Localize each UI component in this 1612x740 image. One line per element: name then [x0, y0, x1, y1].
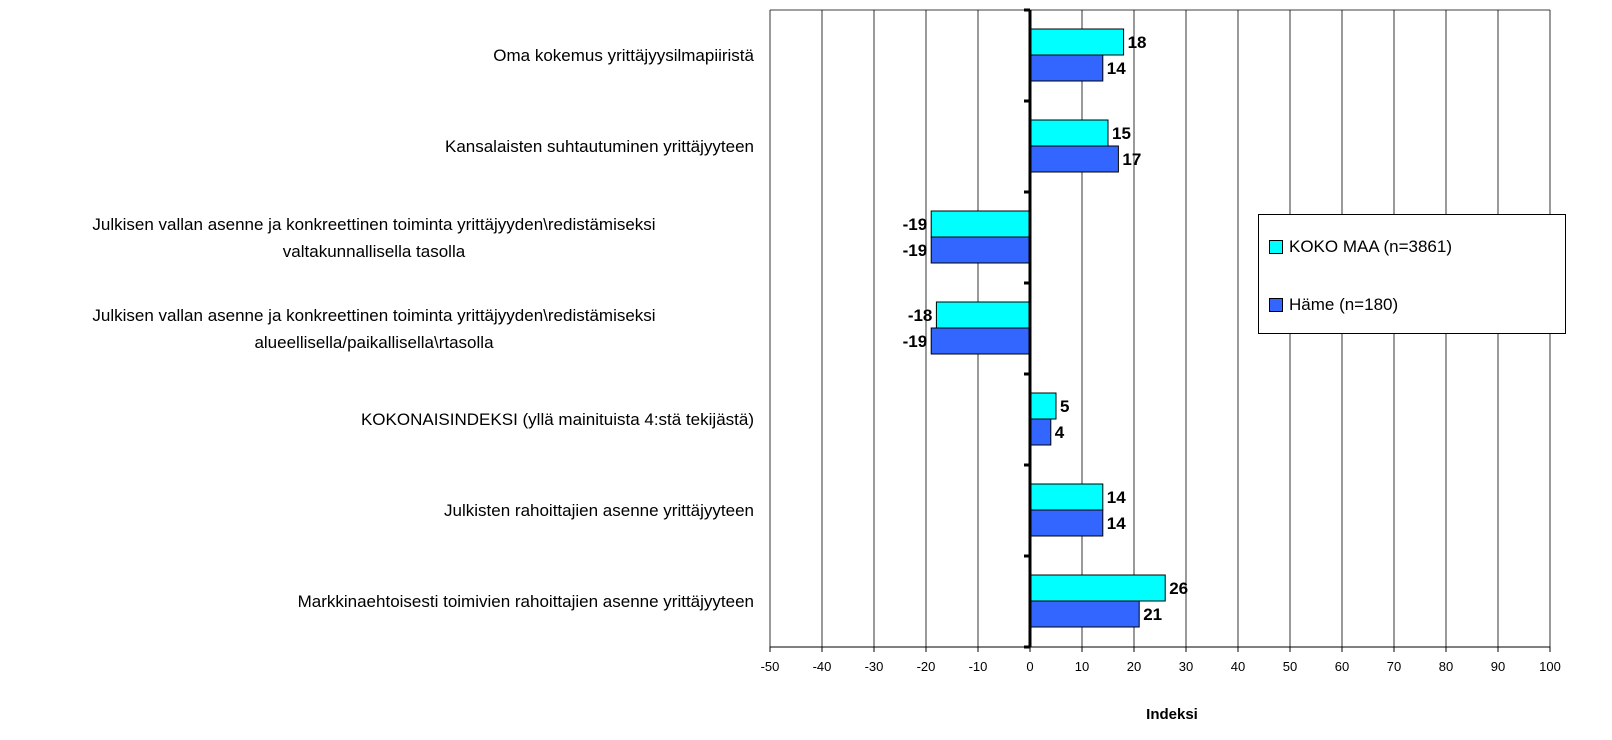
x-tick-label: 40 [1231, 659, 1245, 674]
data-label: 14 [1107, 59, 1126, 78]
category-label-line: Julkisen vallan asenne ja konkreettinen … [92, 305, 656, 325]
category-label-line: alueellisella/paikallisella\rtasolla [254, 332, 494, 352]
data-label: -19 [903, 215, 928, 234]
x-axis-label: Indeksi [1146, 706, 1198, 723]
x-tick-label: 100 [1539, 659, 1561, 674]
x-tick-label: 80 [1439, 659, 1453, 674]
category-label: Oma kokemus yrittäjyysilmapiiristä [0, 42, 754, 69]
category-label-line: Kansalaisten suhtautuminen yrittäjyyteen [444, 137, 754, 156]
data-label: 15 [1112, 124, 1131, 143]
data-label: 4 [1055, 423, 1065, 442]
category-label: KOKONAISINDEKSI (yllä mainituista 4:stä … [0, 406, 754, 433]
data-label: 18 [1128, 33, 1147, 52]
x-tick-label: 0 [1026, 659, 1033, 674]
data-label: 21 [1143, 605, 1162, 624]
category-label-line: valtakunnallisella tasolla [282, 241, 466, 261]
legend: KOKO MAA (n=3861) Häme (n=180) [1258, 214, 1566, 334]
x-tick-label: 70 [1387, 659, 1401, 674]
bar-koko-maa [1029, 28, 1125, 56]
x-tick-label: 50 [1283, 659, 1297, 674]
bar-koko-maa [1029, 483, 1104, 511]
bar-koko-maa [1029, 119, 1109, 147]
x-tick-label: 20 [1127, 659, 1141, 674]
category-label-line: Julkisen vallan asenne ja konkreettinen … [92, 214, 656, 234]
x-tick-label: -50 [761, 659, 780, 674]
bar-koko-maa [1029, 574, 1166, 602]
category-label-line: Markkinaehtoisesti toimivien rahoittajie… [297, 592, 754, 611]
legend-swatch-koko-maa [1269, 240, 1283, 254]
bar-hame [1029, 145, 1119, 173]
data-label: 14 [1107, 514, 1126, 533]
data-label: 5 [1060, 397, 1069, 416]
bar-hame [1029, 54, 1104, 82]
legend-item-koko-maa: KOKO MAA (n=3861) [1269, 237, 1452, 257]
legend-swatch-hame [1269, 298, 1283, 312]
bar-koko-maa [1029, 392, 1057, 420]
category-label: Markkinaehtoisesti toimivien rahoittajie… [0, 588, 754, 615]
x-tick-label: 60 [1335, 659, 1349, 674]
x-tick-label: 10 [1075, 659, 1089, 674]
bar-hame [1029, 600, 1140, 628]
category-label-line: KOKONAISINDEKSI (yllä mainituista 4:stä … [360, 410, 754, 429]
category-label: Julkisen vallan asenne ja konkreettinen … [0, 211, 754, 265]
x-tick-label: 90 [1491, 659, 1505, 674]
x-tick-label: -20 [917, 659, 936, 674]
x-tick-label: -30 [865, 659, 884, 674]
data-label: -18 [908, 306, 933, 325]
data-label: -19 [903, 332, 928, 351]
category-label-line: Julkisten rahoittajien asenne yrittäjyyt… [444, 501, 754, 520]
x-tick-label: -10 [969, 659, 988, 674]
legend-label-koko-maa: KOKO MAA (n=3861) [1289, 237, 1452, 256]
category-label: Julkisen vallan asenne ja konkreettinen … [0, 302, 754, 356]
bar-hame [930, 236, 1031, 264]
bar-hame [930, 327, 1031, 355]
bar-koko-maa [935, 301, 1031, 329]
data-label: 26 [1169, 579, 1188, 598]
category-label-line: Oma kokemus yrittäjyysilmapiiristä [493, 46, 754, 65]
category-label: Kansalaisten suhtautuminen yrittäjyyteen [0, 133, 754, 160]
legend-label-hame: Häme (n=180) [1289, 295, 1399, 314]
legend-item-hame: Häme (n=180) [1269, 295, 1398, 315]
data-label: -19 [903, 241, 928, 260]
bar-koko-maa [930, 210, 1031, 238]
x-tick-label: -40 [813, 659, 832, 674]
bar-hame [1029, 509, 1104, 537]
bar-hame [1029, 418, 1052, 446]
data-label: 14 [1107, 488, 1126, 507]
data-label: 17 [1122, 150, 1141, 169]
x-tick-label: 30 [1179, 659, 1193, 674]
category-label: Julkisten rahoittajien asenne yrittäjyyt… [0, 497, 754, 524]
